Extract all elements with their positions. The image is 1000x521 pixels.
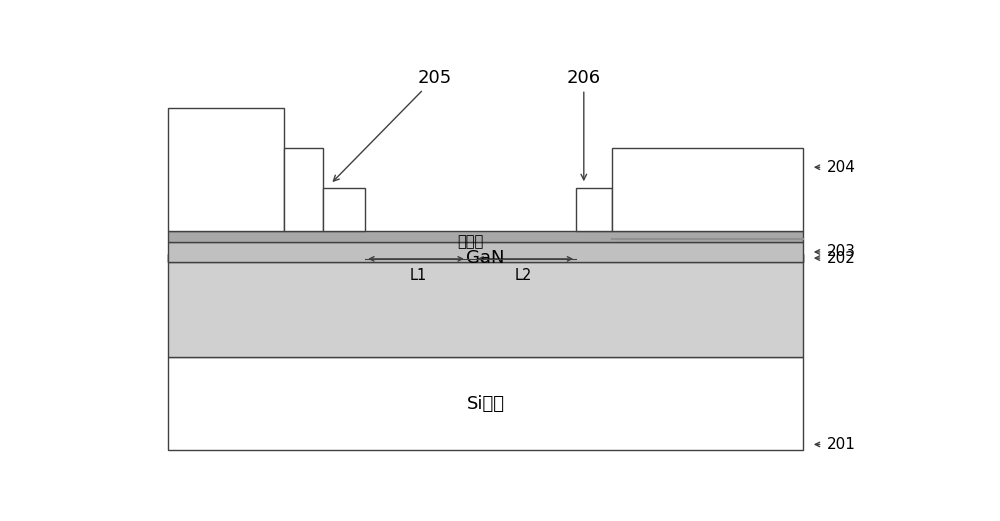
Bar [168,231,803,242]
Text: 202: 202 [826,251,855,266]
Text: L2: L2 [515,268,532,283]
Bar [323,188,365,231]
Bar [612,148,803,231]
Text: L1: L1 [409,268,427,283]
Text: 势垒层: 势垒层 [458,234,484,250]
Text: 203: 203 [826,244,855,259]
Bar [168,242,803,262]
Text: 205: 205 [333,69,452,181]
Text: 204: 204 [826,160,855,175]
Bar [284,148,323,231]
Bar [576,188,612,231]
Bar [168,357,803,450]
Bar [168,108,284,231]
Text: GaN: GaN [466,249,505,267]
Text: 201: 201 [826,437,855,452]
Bar [168,254,803,262]
Bar [168,254,803,357]
Text: Si衬底: Si衬底 [466,394,504,413]
Text: 206: 206 [567,69,601,180]
